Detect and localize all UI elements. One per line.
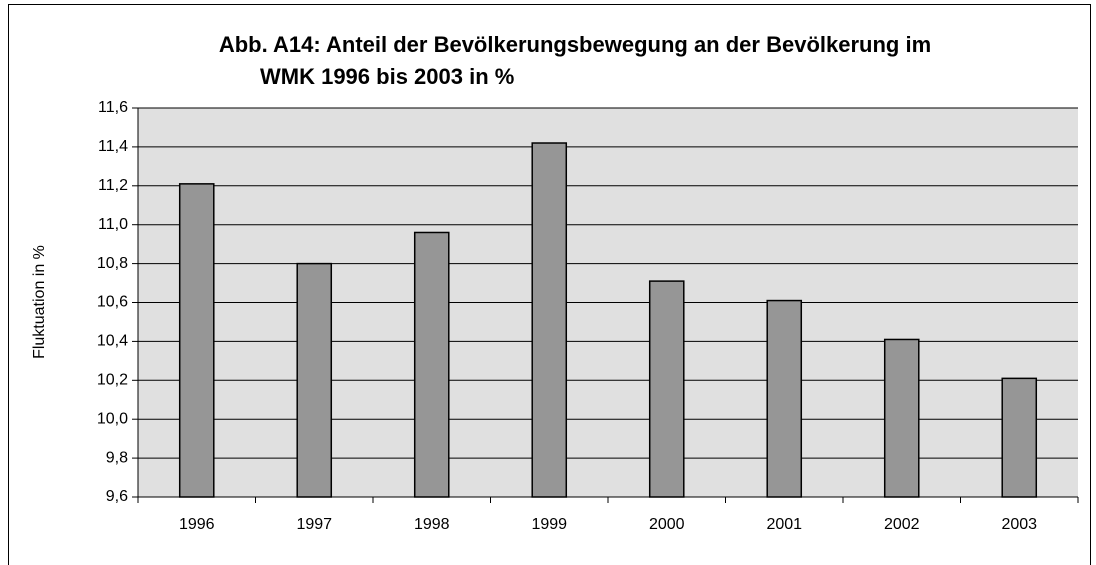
x-tick-label: 1997	[296, 516, 332, 533]
bar	[296, 262, 333, 498]
x-tick-label: 2003	[1001, 516, 1037, 533]
bar	[883, 338, 920, 498]
y-tick-label: 11,6	[98, 99, 128, 116]
y-tick-label: 11,4	[98, 138, 128, 155]
y-tick-label: 10,8	[97, 255, 128, 272]
bar	[648, 280, 685, 498]
y-tick-label: 10,2	[97, 372, 128, 389]
y-axis-label: Fluktuation in %	[31, 245, 48, 359]
bar	[413, 231, 450, 498]
y-tick-label: 10,0	[97, 410, 128, 427]
y-tick-label: 9,6	[106, 488, 128, 505]
y-tick-label: 10,6	[97, 294, 128, 311]
bar	[766, 299, 803, 498]
chart-title: Abb. A14: Anteil der Bevölkerungsbewegun…	[219, 32, 931, 57]
y-tick-label: 11,2	[98, 177, 128, 194]
x-tick-label: 1996	[179, 516, 215, 533]
bar	[178, 183, 215, 498]
x-tick-label: 1999	[531, 516, 567, 533]
x-tick-label: 2002	[884, 516, 920, 533]
y-tick-label: 11,0	[98, 216, 128, 233]
x-tick-label: 1998	[414, 516, 450, 533]
x-tick-label: 2001	[766, 516, 802, 533]
x-tick-label: 2000	[649, 516, 685, 533]
bar	[531, 142, 568, 498]
bar	[1001, 377, 1038, 498]
y-tick-label: 10,4	[97, 333, 128, 350]
y-tick-label: 9,8	[106, 449, 128, 466]
chart-title: WMK 1996 bis 2003 in %	[260, 64, 514, 89]
